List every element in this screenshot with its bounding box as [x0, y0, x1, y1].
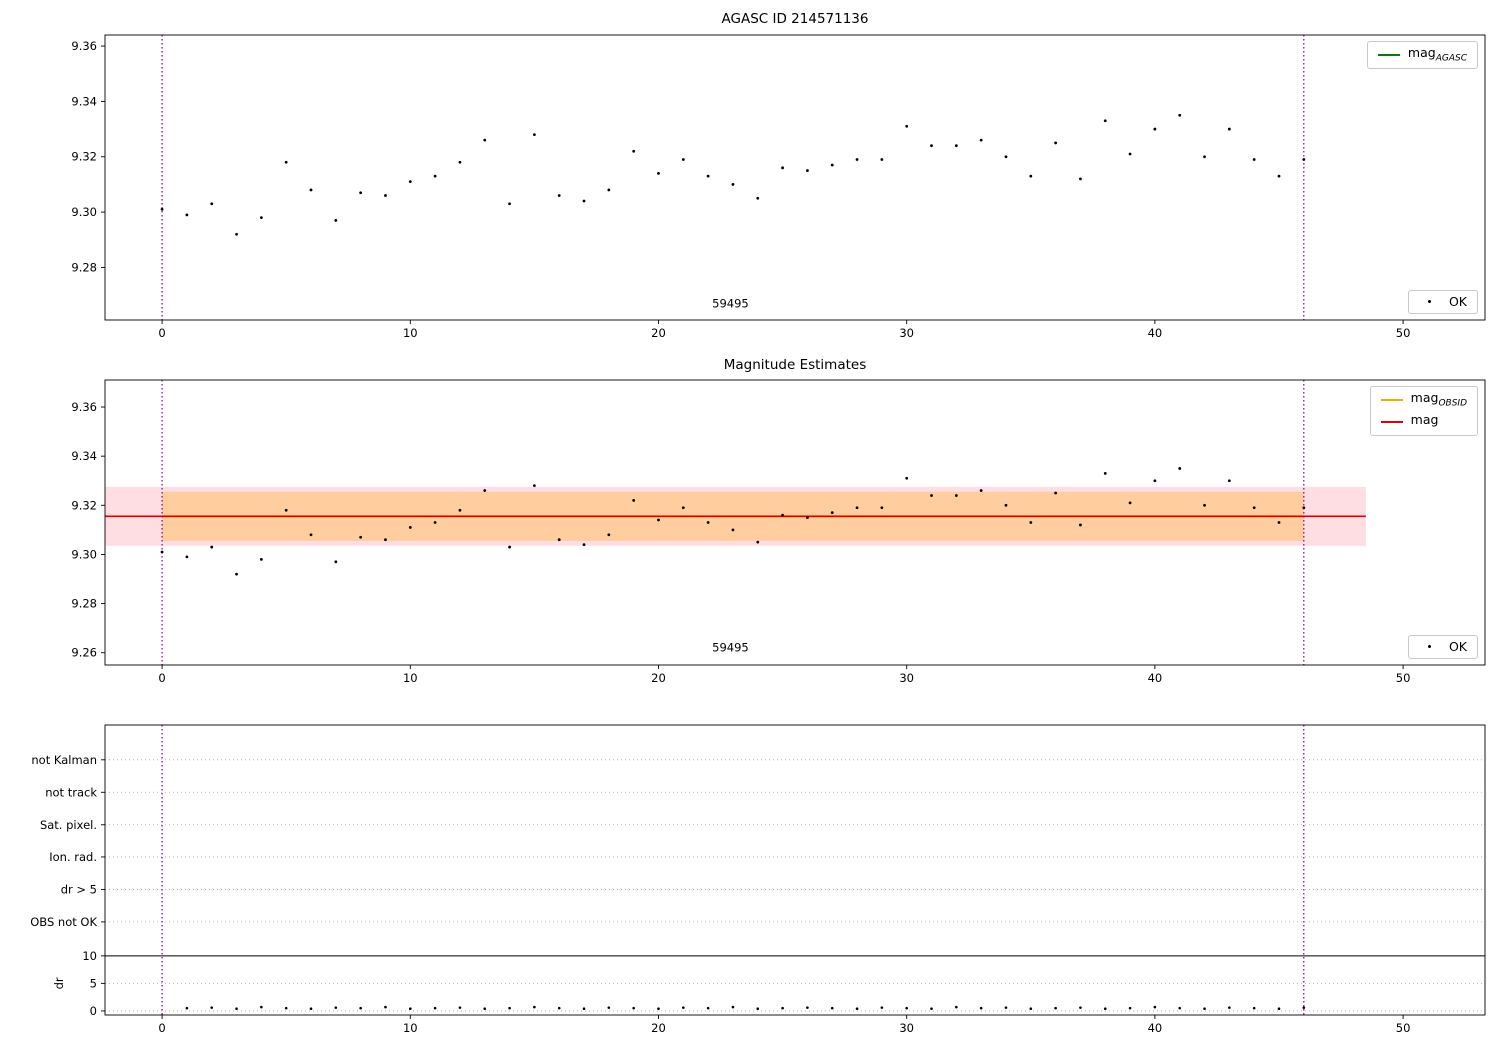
obsid-annotation: 59495 — [712, 640, 749, 654]
plot1-legend: magAGASC — [1366, 41, 1478, 69]
svg-text:9.30: 9.30 — [71, 547, 97, 561]
plot2-axes: 0 10 20 30 40 50 9.26 9.28 9.30 9.32 9.34 9.36 59495… — [71, 379, 1486, 685]
svg-text:10: 10 — [403, 671, 418, 685]
mag-obsid-label: magOBSID — [1410, 390, 1467, 409]
legend-item-mag: mag — [1380, 411, 1467, 431]
svg-text:9.34: 9.34 — [71, 94, 97, 108]
axes-frame — [104, 34, 1486, 321]
plot2-title: Magnitude Estimates — [723, 357, 867, 373]
flag-gridlines — [105, 759, 1485, 1012]
svg-text:9.30: 9.30 — [71, 205, 97, 219]
axis-ticks: 0 10 20 30 40 50 9.26 9.28 9.30 9.32 9.34 9.36 — [71, 400, 1410, 685]
legend-item-ok: OK — [1419, 638, 1467, 654]
svg-text:10: 10 — [403, 326, 418, 340]
svg-text:30: 30 — [899, 1021, 914, 1035]
ok-label: OK — [1448, 638, 1467, 654]
svg-text:9.28: 9.28 — [71, 597, 97, 611]
svg-text:10: 10 — [82, 949, 97, 963]
plot2-legend: magOBSID mag — [1369, 386, 1478, 436]
ok-marker-icon — [1427, 300, 1431, 304]
axes-frame — [104, 379, 1486, 666]
plot1-svg: 0 10 20 30 40 50 9.28 9.30 9.32 9.34 9.36 59495 — [71, 34, 1486, 340]
ok-label: OK — [1448, 293, 1467, 309]
svg-text:9.36: 9.36 — [71, 39, 97, 53]
mag-label: mag — [1410, 411, 1439, 427]
svg-text:9.32: 9.32 — [71, 498, 97, 512]
svg-text:50: 50 — [1396, 326, 1411, 340]
svg-text:9.34: 9.34 — [71, 449, 97, 463]
scatter-points — [160, 467, 1306, 576]
svg-text:30: 30 — [899, 326, 914, 340]
plot3-axes: 0 10 20 30 40 50 not Kalman not track Sat. pixel… — [30, 724, 1486, 1035]
svg-text:5: 5 — [90, 976, 97, 990]
svg-text:not track: not track — [45, 785, 97, 799]
svg-text:40: 40 — [1148, 326, 1163, 340]
mag-obsid-line-swatch — [1380, 398, 1403, 401]
svg-text:Ion. rad.: Ion. rad. — [49, 850, 97, 864]
legend-item-ok: OK — [1419, 293, 1467, 309]
svg-text:9.36: 9.36 — [71, 400, 97, 414]
mag-line-swatch — [1380, 420, 1403, 423]
plot1-axes: 0 10 20 30 40 50 9.28 9.30 9.32 9.34 9.36 59495 mag… — [71, 34, 1486, 340]
scatter-points — [160, 113, 1306, 236]
svg-text:20: 20 — [651, 326, 666, 340]
svg-text:10: 10 — [403, 1021, 418, 1035]
svg-text:40: 40 — [1148, 1021, 1163, 1035]
ok-marker-icon — [1427, 645, 1431, 649]
plot2-ok-legend: OK — [1407, 634, 1478, 659]
obsid-boundary-vlines — [161, 35, 1305, 320]
svg-text:40: 40 — [1148, 671, 1163, 685]
obsid-annotation: 59495 — [712, 297, 749, 311]
svg-text:not Kalman: not Kalman — [31, 753, 97, 767]
obsid-boundary-vlines — [161, 725, 1305, 1015]
plot1-title: AGASC ID 214571136 — [721, 11, 869, 27]
axis-ticks: 0 10 20 30 40 50 9.28 9.30 9.32 9.34 9.36 — [71, 39, 1410, 340]
svg-text:0: 0 — [158, 326, 165, 340]
dr-scatter-points — [185, 1005, 1306, 1011]
legend-item-mag-agasc: magAGASC — [1377, 45, 1467, 64]
svg-text:Sat. pixel.: Sat. pixel. — [40, 818, 97, 832]
dr-axis-label: dr — [52, 977, 66, 989]
obsid-boundary-vlines — [161, 380, 1305, 665]
plot2-svg: 0 10 20 30 40 50 9.26 9.28 9.30 9.32 9.34 9.36 59495 — [71, 379, 1486, 685]
mag-agasc-line-swatch — [1377, 53, 1400, 56]
svg-text:20: 20 — [651, 1021, 666, 1035]
svg-text:50: 50 — [1396, 1021, 1411, 1035]
svg-text:9.32: 9.32 — [71, 150, 97, 164]
svg-text:50: 50 — [1396, 671, 1411, 685]
svg-text:9.26: 9.26 — [71, 646, 97, 660]
svg-text:OBS not OK: OBS not OK — [30, 915, 97, 929]
svg-text:dr > 5: dr > 5 — [61, 882, 97, 896]
svg-text:30: 30 — [899, 671, 914, 685]
axes-frame — [104, 724, 1486, 1016]
svg-text:0: 0 — [158, 1021, 165, 1035]
plot1-ok-legend: OK — [1407, 289, 1478, 314]
legend-item-mag-obsid: magOBSID — [1380, 390, 1467, 409]
svg-text:0: 0 — [90, 1004, 97, 1018]
svg-text:20: 20 — [651, 671, 666, 685]
svg-text:0: 0 — [158, 671, 165, 685]
mag-agasc-label: magAGASC — [1407, 45, 1467, 64]
svg-text:9.28: 9.28 — [71, 260, 97, 274]
